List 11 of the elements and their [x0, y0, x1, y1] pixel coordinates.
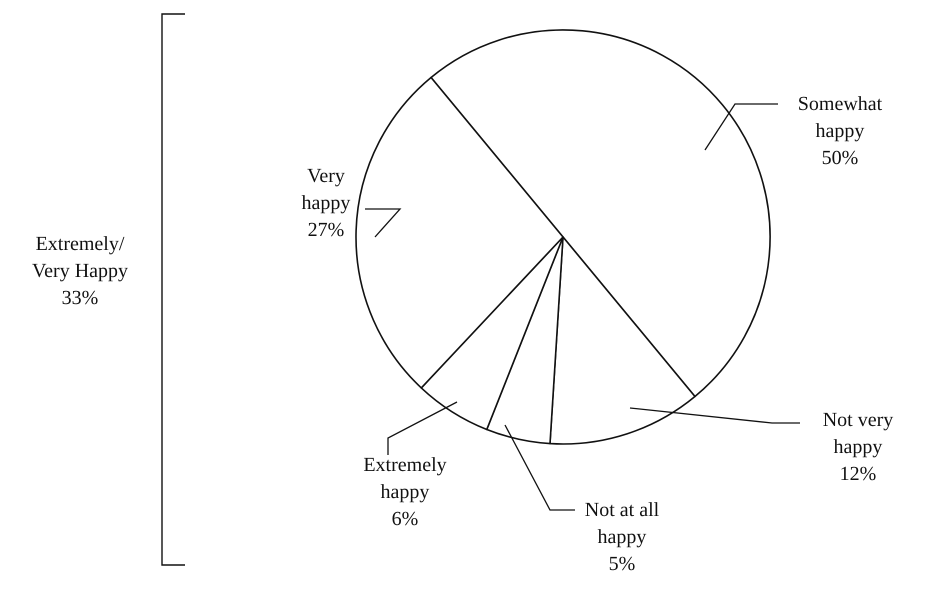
text: Extremely/ Very Happy 33%	[32, 233, 128, 309]
data-label: 6%	[392, 508, 418, 530]
slice-label: Not at all happy	[584, 499, 660, 548]
slice-label: Extremely happy	[363, 454, 447, 503]
data-label: 50%	[822, 147, 858, 169]
slice-label: Very happy	[302, 165, 350, 214]
data-label: 5%	[608, 553, 636, 575]
data-label: 12%	[840, 463, 876, 485]
data-label: 27%	[308, 219, 344, 241]
slice-label: Somewhat happy	[798, 93, 883, 142]
slice-label: Not very happy	[822, 409, 894, 458]
